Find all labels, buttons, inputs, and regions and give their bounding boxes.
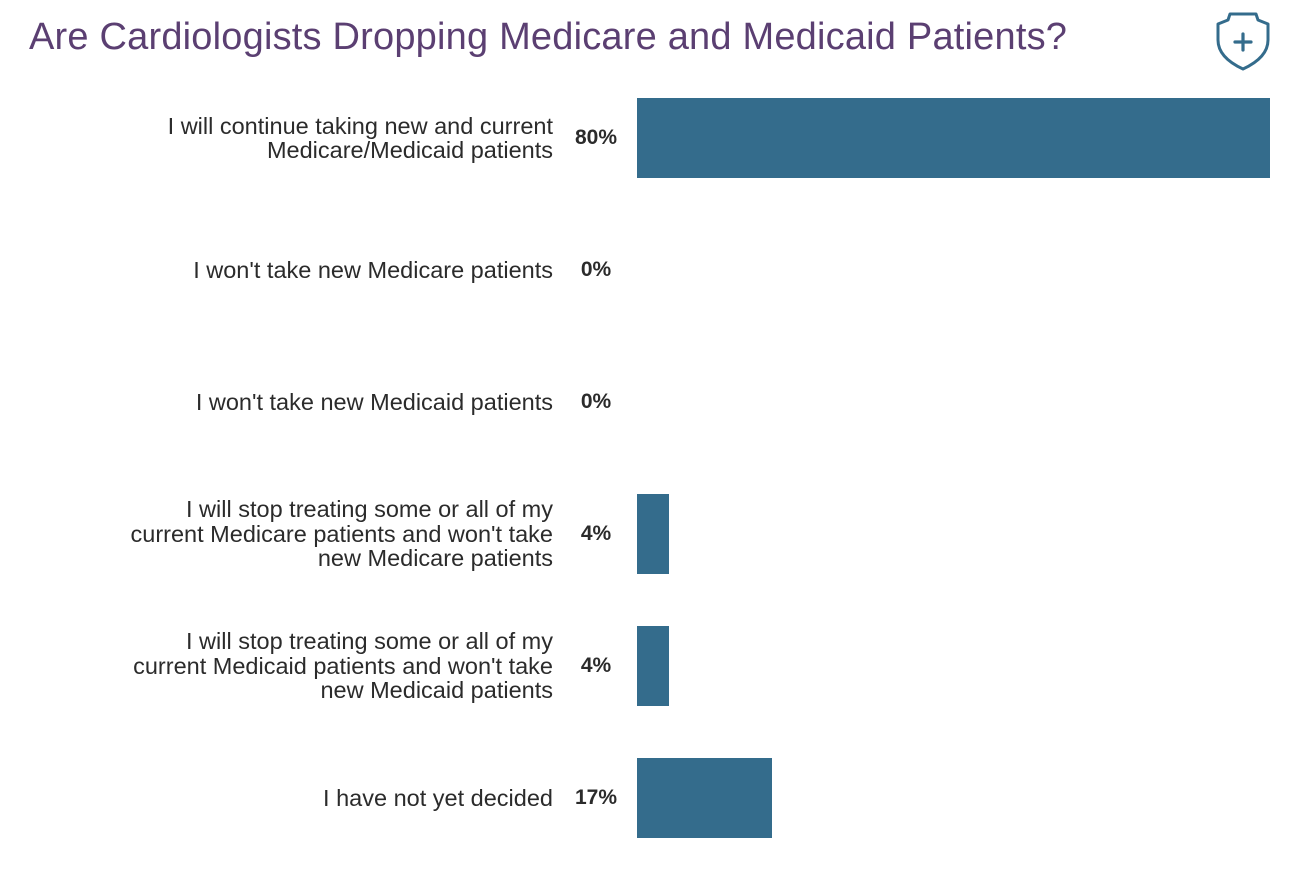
bar-row: I will continue taking new and current Me… bbox=[0, 98, 1290, 178]
data-label: 80% bbox=[574, 126, 618, 149]
bar-row: I won't take new Medicaid patients 0% bbox=[0, 362, 1290, 442]
bar bbox=[637, 494, 669, 574]
bar bbox=[637, 626, 669, 706]
category-label: I won't take new Medicare patients bbox=[193, 256, 553, 283]
data-label: 4% bbox=[580, 654, 612, 677]
data-label: 0% bbox=[580, 258, 612, 281]
chart-title: Are Cardiologists Dropping Medicare and … bbox=[29, 16, 1068, 58]
data-label: 4% bbox=[580, 522, 612, 545]
bar-row: I won't take new Medicare patients 0% bbox=[0, 230, 1290, 310]
bar bbox=[637, 758, 772, 838]
bar-row: I have not yet decided 17% bbox=[0, 758, 1290, 838]
category-label: I won't take new Medicaid patients bbox=[195, 388, 553, 415]
shield-plus-icon bbox=[1216, 12, 1270, 71]
data-label: 0% bbox=[580, 390, 612, 413]
bar bbox=[637, 98, 1270, 178]
category-label: I have not yet decided bbox=[323, 784, 553, 811]
category-label: I will stop treating some or all of my cu… bbox=[133, 628, 553, 704]
category-label: I will stop treating some or all of my cu… bbox=[130, 496, 554, 572]
data-label: 17% bbox=[574, 786, 618, 809]
bar-row: I will stop treating some or all of my cu… bbox=[0, 626, 1290, 706]
category-label: I will continue taking new and current Me… bbox=[167, 112, 553, 163]
bar-row: I will stop treating some or all of my cu… bbox=[0, 494, 1290, 574]
